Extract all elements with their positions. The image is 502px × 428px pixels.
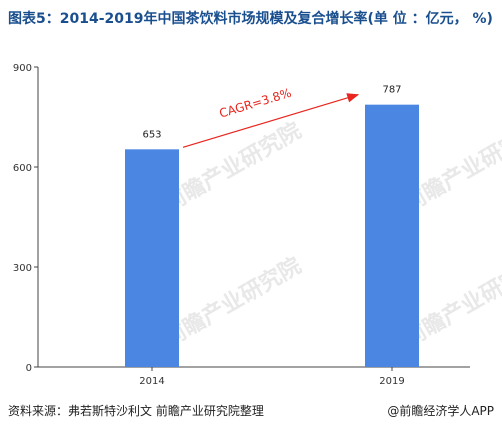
data-label: 653 (142, 129, 161, 140)
bar-2014 (125, 149, 179, 367)
cagr-label: CAGR=3.8% (218, 86, 293, 121)
axes: 0 300 600 900 2014 2019 (13, 63, 470, 387)
bars: 653 787 (125, 85, 419, 368)
source-note: 资料来源：弗若斯特沙利文 前瞻产业研究院整理 (8, 404, 264, 418)
y-tick-label: 0 (26, 363, 32, 374)
credit-label: @前瞻经济学人APP (387, 404, 494, 418)
y-tick-label: 900 (13, 63, 32, 74)
cagr-arrow (182, 93, 360, 148)
chart-title: 图表5：2014-2019年中国茶饮料市场规模及复合增长率(单 位 ：亿元， %… (8, 11, 493, 27)
watermark-text: 前瞻产业研究院 (159, 253, 305, 353)
data-label: 787 (382, 85, 401, 96)
bar-2019 (365, 104, 419, 368)
x-tick-label: 2014 (139, 376, 164, 387)
x-tick-label: 2019 (379, 376, 404, 387)
y-tick-label: 600 (13, 163, 32, 174)
y-tick-label: 300 (13, 263, 32, 274)
